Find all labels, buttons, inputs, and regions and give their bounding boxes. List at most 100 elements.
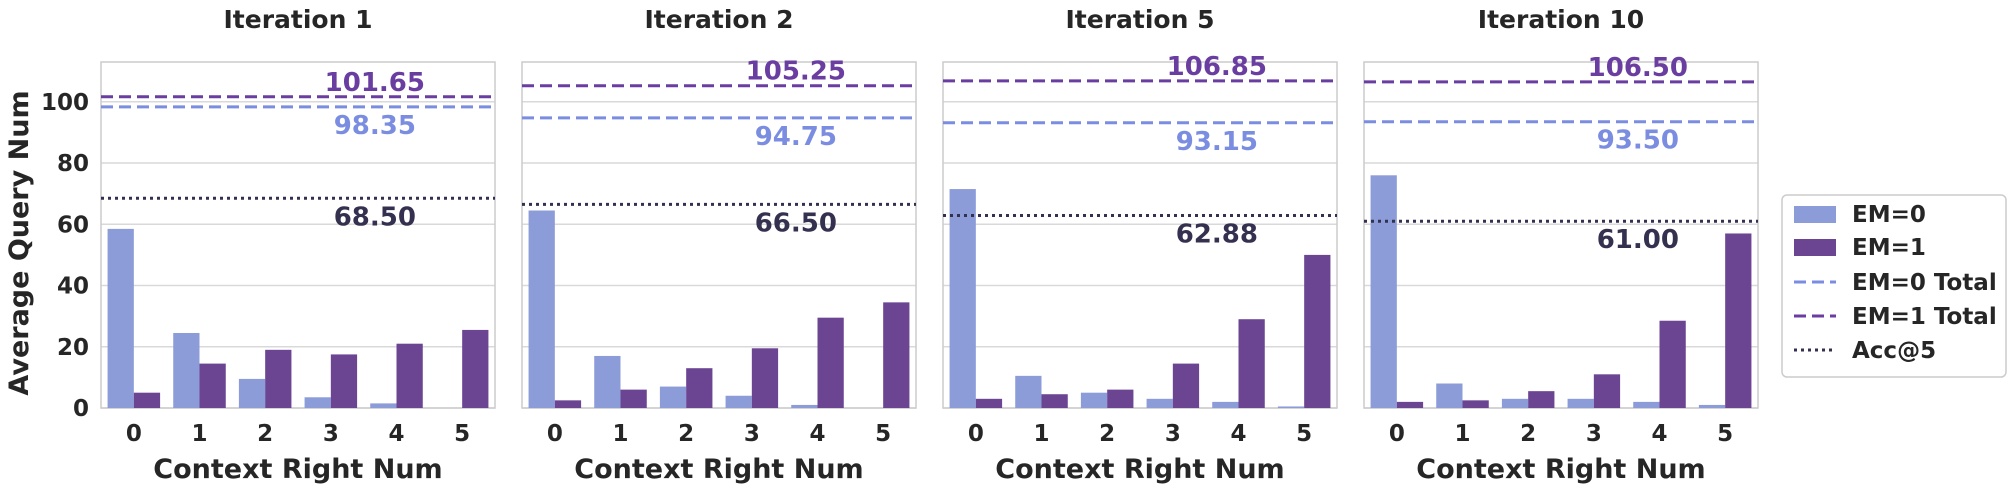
x-tick-label: 4 bbox=[809, 421, 825, 447]
bar-em0-1 bbox=[173, 332, 200, 408]
x-tick-label: 4 bbox=[1651, 421, 1667, 447]
panel-title: Iteration 2 bbox=[645, 5, 794, 34]
axes-frame bbox=[1363, 61, 1759, 409]
x-tick-label: 2 bbox=[1520, 421, 1536, 447]
panel-title: Iteration 10 bbox=[1478, 5, 1644, 34]
em0-total-label: 93.50 bbox=[1597, 126, 1679, 156]
bar-em1-4 bbox=[1659, 320, 1686, 408]
y-tick-label: 60 bbox=[57, 212, 89, 238]
bar-em1-5 bbox=[1304, 254, 1331, 408]
axes-frame bbox=[521, 61, 917, 409]
x-tick-label: 1 bbox=[612, 421, 628, 447]
bar-em0-5 bbox=[1698, 404, 1726, 408]
legend-label: Acc@5 bbox=[1852, 338, 1936, 364]
bar-em1-0 bbox=[975, 398, 1003, 408]
x-tick-label: 0 bbox=[547, 421, 563, 447]
panel-title: Iteration 5 bbox=[1066, 5, 1215, 34]
acc5-label: 66.50 bbox=[755, 208, 837, 238]
x-tick-label: 3 bbox=[323, 421, 339, 447]
x-tick-label: 5 bbox=[1717, 421, 1733, 447]
legend-label: EM=0 Total bbox=[1852, 270, 1997, 296]
x-tick-label: 1 bbox=[191, 421, 207, 447]
y-tick-label: 20 bbox=[57, 335, 89, 361]
x-axis-label: Context Right Num bbox=[1416, 454, 1705, 485]
y-tick-label: 100 bbox=[41, 90, 89, 116]
bar-em1-4 bbox=[1238, 319, 1265, 408]
bar-em0-1 bbox=[1436, 383, 1463, 408]
legend-label: EM=1 Total bbox=[1852, 304, 1997, 330]
bar-em0-4 bbox=[1633, 401, 1660, 408]
x-tick-label: 3 bbox=[1586, 421, 1602, 447]
bar-em0-2 bbox=[1501, 398, 1529, 408]
x-tick-label: 3 bbox=[744, 421, 760, 447]
bar-em1-2 bbox=[265, 349, 292, 408]
bar-em1-3 bbox=[1172, 363, 1200, 408]
panel-4: 106.50 93.50 61.00 Iteration 10 0 1 2 3 4 5 Contex… bbox=[1363, 5, 1759, 485]
x-axis-label: Context Right Num bbox=[995, 454, 1284, 485]
em0-total-label: 94.75 bbox=[755, 122, 837, 152]
bar-em0-3 bbox=[725, 395, 752, 408]
em0-total-label: 93.15 bbox=[1176, 127, 1258, 157]
bar-em0-0 bbox=[107, 228, 134, 408]
acc5-label: 68.50 bbox=[334, 202, 416, 232]
y-tick-label: 40 bbox=[57, 274, 89, 300]
panel-2: 105.25 94.75 66.50 Iteration 2 0 1 2 3 4 5 Context… bbox=[521, 5, 917, 485]
x-tick-label: 4 bbox=[1230, 421, 1246, 447]
bar-em1-1 bbox=[1462, 400, 1489, 408]
bar-em1-1 bbox=[1041, 394, 1068, 408]
bar-em0-5 bbox=[1277, 406, 1305, 408]
x-tick-label: 3 bbox=[1165, 421, 1181, 447]
x-axis-label: Context Right Num bbox=[574, 454, 863, 485]
bar-em1-1 bbox=[199, 363, 226, 408]
bar-em1-1 bbox=[620, 389, 647, 408]
em1-total-label: 101.65 bbox=[325, 68, 425, 98]
y-axis-label: Average Query Num bbox=[4, 90, 35, 395]
bar-em1-2 bbox=[1528, 391, 1555, 408]
bar-em1-0 bbox=[1396, 401, 1424, 408]
bar-em1-3 bbox=[751, 348, 779, 408]
bar-em1-3 bbox=[1593, 374, 1621, 408]
y-tick-label: 0 bbox=[73, 396, 89, 422]
x-tick-label: 4 bbox=[388, 421, 404, 447]
bar-em0-2 bbox=[659, 386, 687, 408]
x-tick-label: 2 bbox=[678, 421, 694, 447]
legend-box bbox=[1781, 194, 2007, 378]
legend: EM=0 EM=1 EM=0 Total EM=1 Total Acc@5 bbox=[1781, 194, 2007, 378]
x-tick-label: 0 bbox=[126, 421, 142, 447]
bar-em0-4 bbox=[1212, 401, 1239, 408]
bar-em0-4 bbox=[370, 403, 397, 408]
x-tick-label: 1 bbox=[1454, 421, 1470, 447]
bar-em0-1 bbox=[594, 355, 621, 408]
bar-em0-0 bbox=[528, 210, 555, 408]
em0-total-label: 98.35 bbox=[334, 111, 416, 141]
bar-em0-0 bbox=[1370, 175, 1397, 408]
bar-em0-0 bbox=[949, 189, 976, 408]
x-tick-label: 0 bbox=[1389, 421, 1405, 447]
em1-total-label: 106.50 bbox=[1588, 53, 1688, 83]
bar-em0-4 bbox=[791, 404, 818, 408]
bar-em1-4 bbox=[396, 343, 423, 408]
panel-title: Iteration 1 bbox=[224, 5, 373, 34]
panel-3: 106.85 93.15 62.88 Iteration 5 0 1 2 3 4 5 Context… bbox=[942, 5, 1338, 485]
bar-em1-2 bbox=[686, 368, 713, 408]
legend-swatch-em1 bbox=[1794, 239, 1836, 256]
axes-frame bbox=[100, 61, 496, 409]
x-tick-label: 2 bbox=[257, 421, 273, 447]
x-tick-label: 5 bbox=[454, 421, 470, 447]
legend-label: EM=1 bbox=[1852, 235, 1926, 261]
x-axis-label: Context Right Num bbox=[153, 454, 442, 485]
x-tick-label: 0 bbox=[968, 421, 984, 447]
bar-em1-5 bbox=[883, 302, 910, 408]
bar-em0-2 bbox=[1080, 392, 1108, 408]
bar-em0-3 bbox=[304, 397, 331, 408]
x-tick-label: 1 bbox=[1033, 421, 1049, 447]
bar-em0-3 bbox=[1567, 398, 1594, 408]
x-tick-label: 2 bbox=[1099, 421, 1115, 447]
panel-1: 101.65 98.35 68.50 Iteration 1 0 1 2 3 4 5 Context… bbox=[41, 5, 496, 485]
bar-em1-2 bbox=[1107, 389, 1134, 408]
y-tick-label: 80 bbox=[57, 151, 89, 177]
bar-em1-5 bbox=[1725, 233, 1752, 408]
